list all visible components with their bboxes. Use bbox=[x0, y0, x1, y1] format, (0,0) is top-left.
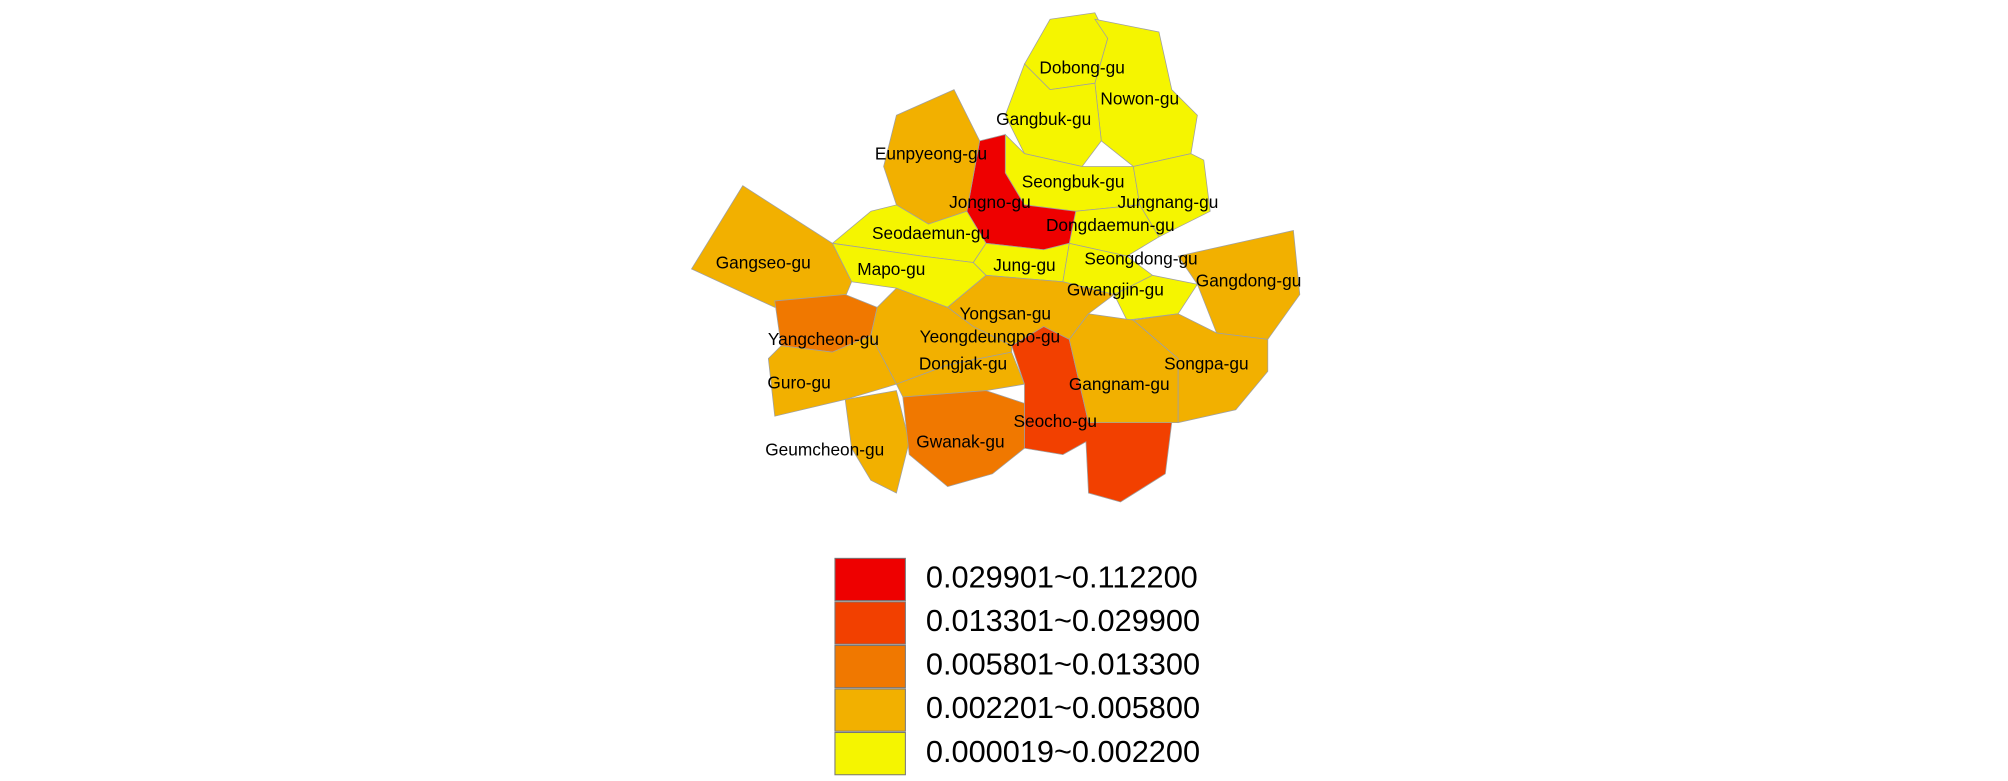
map-group: Dobong-guNowon-guGangbuk-guSeongbuk-guJu… bbox=[690, 12, 1302, 776]
district-label: Jongno-gu bbox=[949, 192, 1031, 212]
district-area bbox=[767, 335, 897, 417]
legend-label: 0.005801~0.013300 bbox=[926, 647, 1200, 682]
district-label: Jungnang-gu bbox=[1118, 192, 1219, 212]
legend-swatch bbox=[834, 557, 906, 602]
district-area bbox=[844, 390, 910, 494]
legend-label: 0.013301~0.029900 bbox=[926, 603, 1200, 638]
district-label: Songpa-gu bbox=[1164, 354, 1248, 374]
district-area bbox=[1132, 313, 1269, 424]
district-label: Yangcheon-gu bbox=[768, 329, 879, 349]
district-label: Eunpyeong-gu bbox=[875, 144, 987, 164]
legend-swatch bbox=[834, 731, 906, 776]
district-label: Gangnam-gu bbox=[1069, 374, 1170, 394]
district-label: Guro-gu bbox=[767, 373, 830, 393]
legend-label: 0.002201~0.005800 bbox=[926, 690, 1200, 725]
legend-swatch bbox=[834, 601, 906, 645]
district-label: Seongdong-gu bbox=[1084, 249, 1197, 269]
district-label: Dongjak-gu bbox=[919, 354, 1007, 374]
district-area bbox=[1004, 63, 1102, 167]
district-area bbox=[690, 185, 853, 308]
district-area bbox=[1113, 274, 1198, 321]
district-label: Gangdong-gu bbox=[1196, 270, 1302, 290]
district-label: Yeongdeungpo-gu bbox=[920, 327, 1061, 347]
district-label: Geumcheon-gu bbox=[765, 439, 884, 459]
district-label: Dongdaemun-gu bbox=[1046, 215, 1175, 235]
district-label: Gangbuk-gu bbox=[996, 109, 1091, 129]
district-label: Yongsan-gu bbox=[960, 304, 1052, 324]
district-label: Jung-gu bbox=[993, 255, 1055, 275]
district-label: Dobong-gu bbox=[1039, 58, 1124, 78]
district-label: Mapo-gu bbox=[857, 259, 925, 279]
district-label: Seongbuk-gu bbox=[1022, 172, 1125, 192]
legend-swatch bbox=[834, 688, 906, 732]
legend-label: 0.000019~0.002200 bbox=[926, 734, 1200, 769]
district-label: Gangseo-gu bbox=[716, 252, 811, 272]
district-label: Gwanak-gu bbox=[916, 432, 1004, 452]
district-label: Nowon-gu bbox=[1100, 88, 1179, 108]
legend-label: 0.029901~0.112200 bbox=[926, 560, 1198, 595]
district-label: Gwangjin-gu bbox=[1067, 279, 1164, 299]
legend-swatch bbox=[834, 644, 906, 689]
district-label: Seodaemun-gu bbox=[872, 223, 990, 243]
district-area bbox=[902, 390, 1025, 488]
district-label: Seocho-gu bbox=[1013, 411, 1097, 431]
